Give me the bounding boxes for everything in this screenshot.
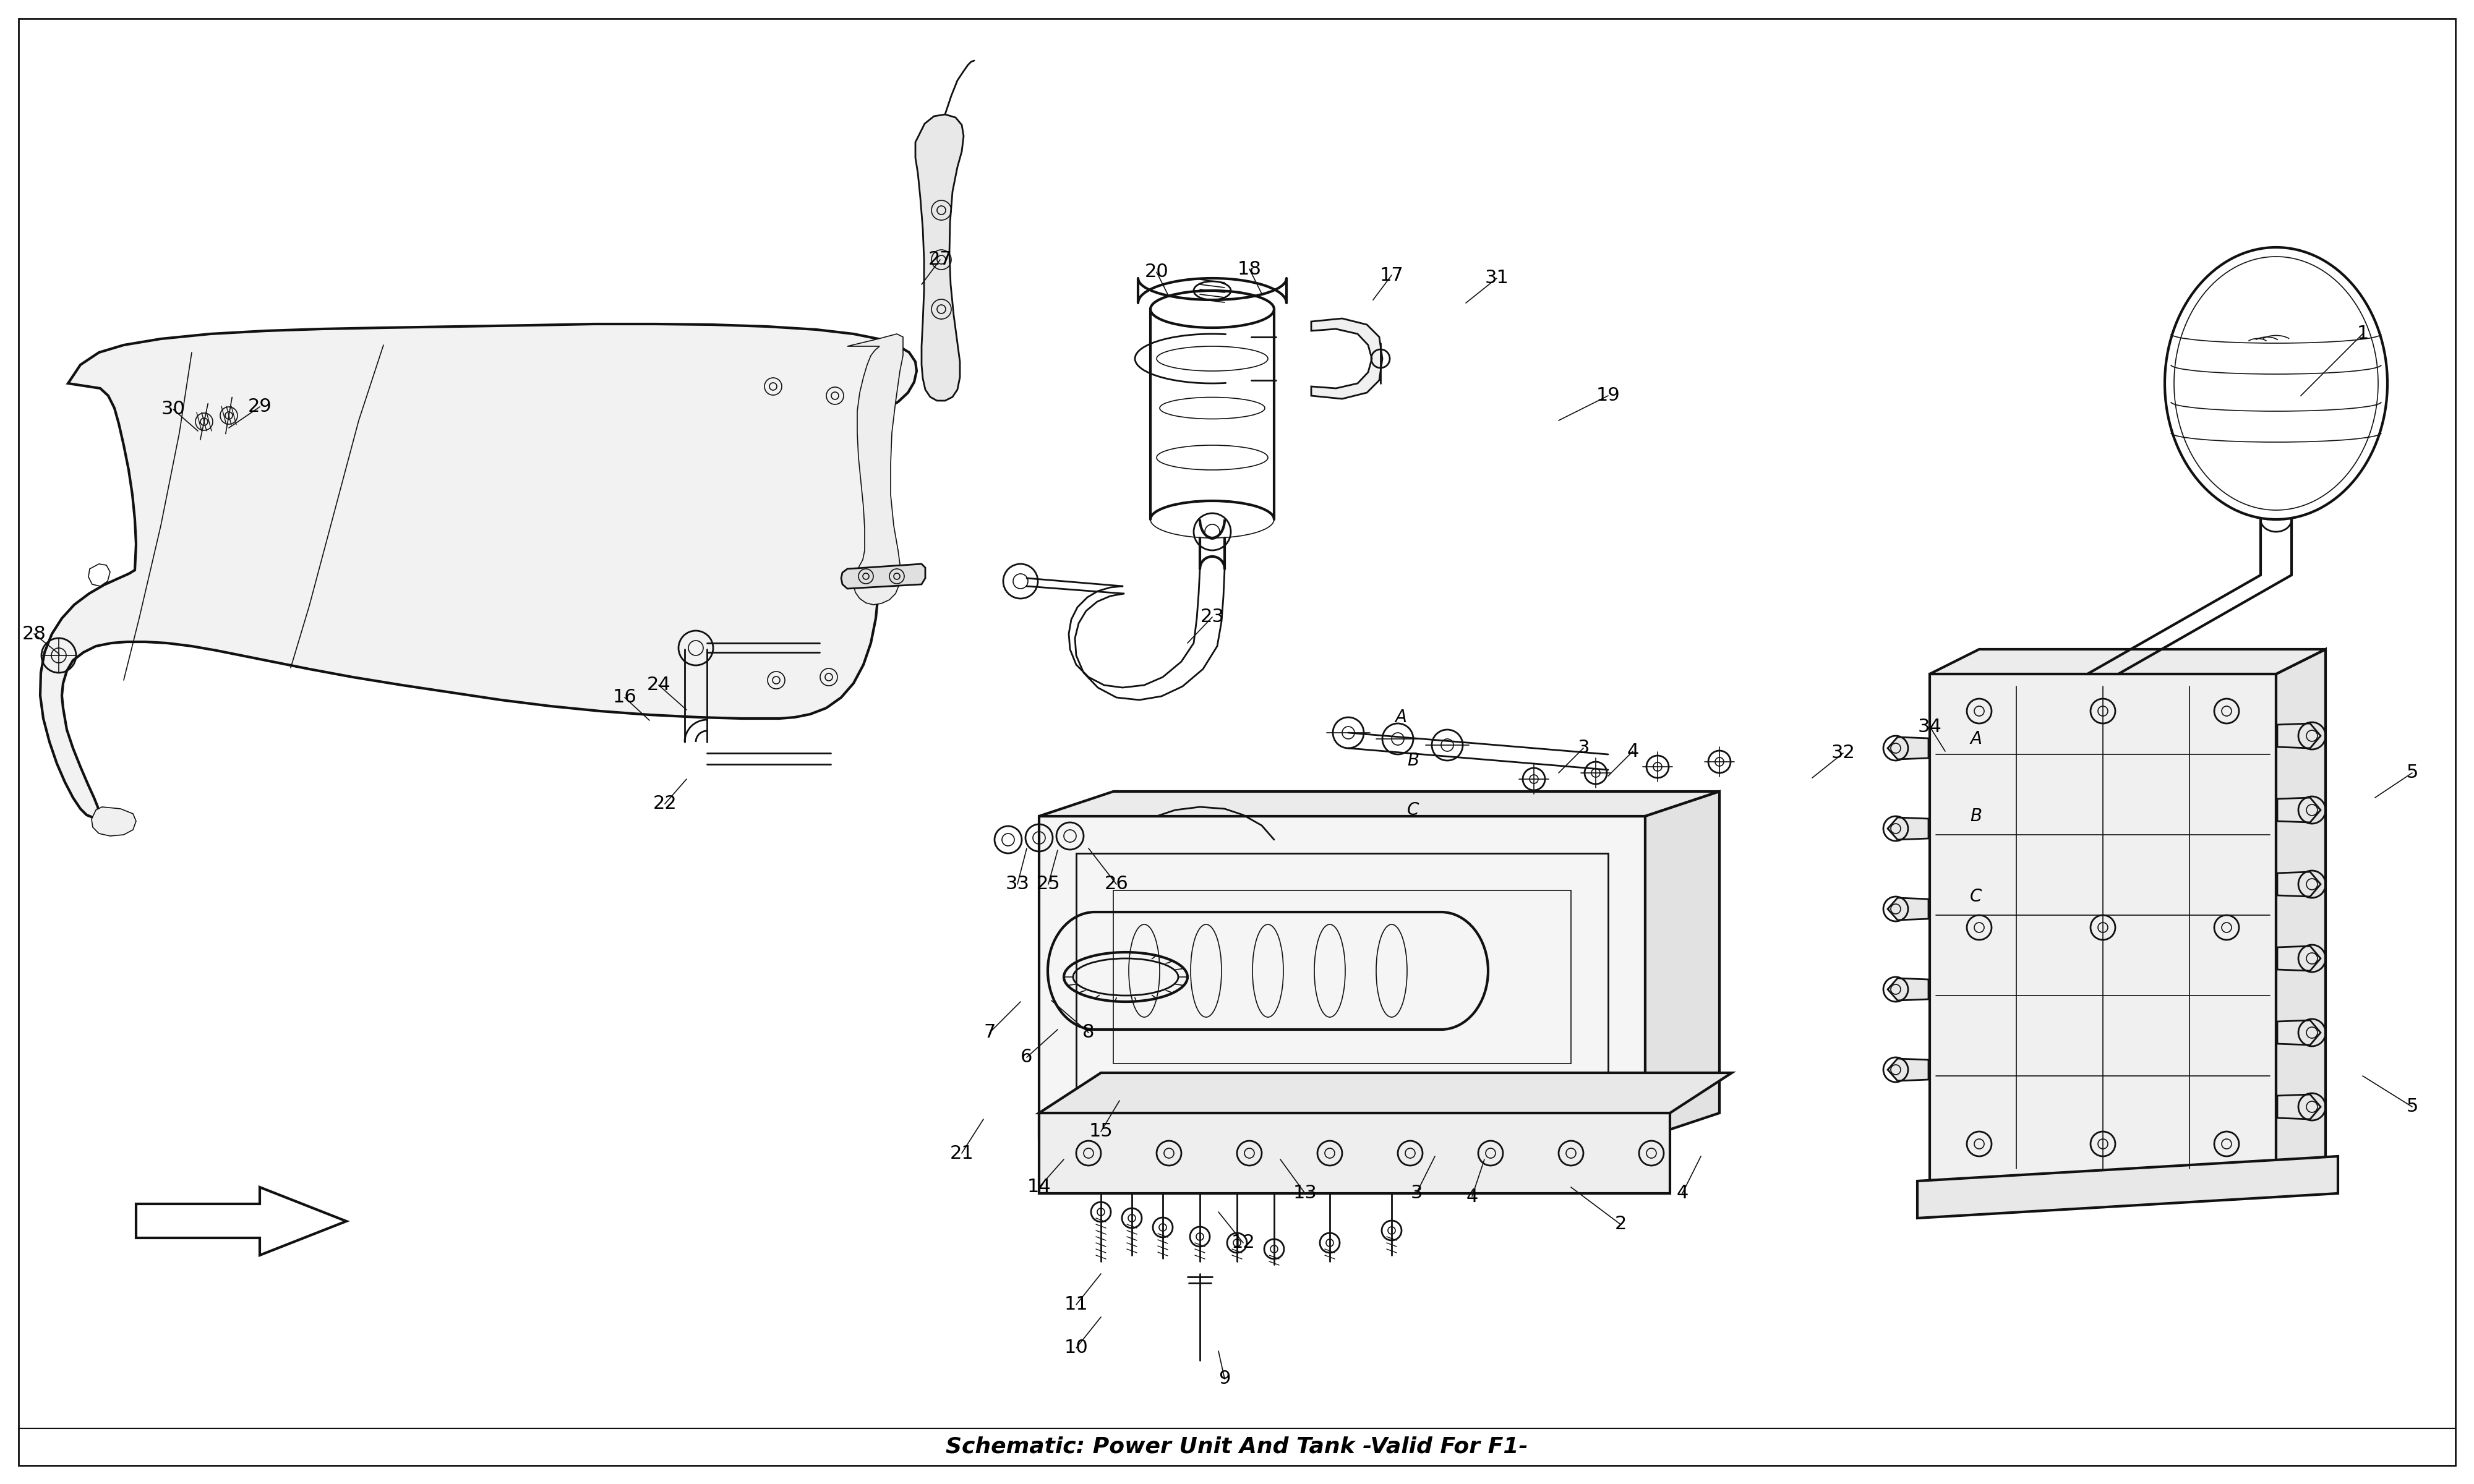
Text: 25: 25 [1037,876,1061,893]
Text: 31: 31 [1484,269,1509,288]
Polygon shape [89,564,109,586]
Text: 9: 9 [1220,1370,1230,1388]
Polygon shape [1930,650,2326,674]
Text: 20: 20 [1145,263,1168,280]
Text: C: C [1408,801,1420,819]
Polygon shape [915,114,965,401]
Polygon shape [1888,978,1930,1000]
Text: 19: 19 [1596,387,1620,405]
Polygon shape [846,334,903,605]
Text: 10: 10 [1064,1339,1089,1356]
Text: 6: 6 [1022,1048,1032,1067]
Polygon shape [1888,1058,1930,1080]
Text: 12: 12 [1232,1233,1254,1252]
Text: 3: 3 [1410,1184,1423,1202]
Polygon shape [2276,1021,2321,1045]
Text: 2: 2 [1616,1215,1625,1233]
Polygon shape [1888,898,1930,920]
Text: Schematic: Power Unit And Tank -Valid For F1-: Schematic: Power Unit And Tank -Valid Fo… [945,1437,1529,1457]
Text: 30: 30 [161,401,186,418]
Polygon shape [1917,1156,2338,1218]
Text: 29: 29 [247,398,272,416]
Polygon shape [2276,1095,2321,1119]
Text: 27: 27 [928,251,952,269]
Text: 22: 22 [653,795,678,813]
Text: 4: 4 [1677,1184,1687,1202]
Text: 11: 11 [1064,1296,1089,1313]
Text: 7: 7 [985,1024,995,1042]
Text: 24: 24 [646,677,670,695]
Text: 5: 5 [2407,1098,2417,1116]
Text: 32: 32 [1831,743,1856,763]
Polygon shape [40,324,915,818]
Text: B: B [1969,807,1982,825]
Polygon shape [2276,947,2321,971]
Text: 4: 4 [1467,1187,1477,1205]
Polygon shape [841,564,925,589]
Text: 28: 28 [22,625,47,643]
Polygon shape [1311,319,1383,399]
Text: 23: 23 [1200,608,1225,626]
Text: 33: 33 [1004,876,1029,893]
Polygon shape [2276,798,2321,822]
Text: B: B [1408,752,1420,769]
Polygon shape [1888,738,1930,760]
Text: 8: 8 [1084,1024,1094,1042]
Text: C: C [1969,887,1982,905]
Text: 16: 16 [614,689,636,706]
Text: 13: 13 [1294,1184,1316,1202]
Polygon shape [92,807,136,835]
Polygon shape [2276,723,2321,748]
Text: 1: 1 [2358,325,2368,343]
Polygon shape [136,1187,346,1255]
Polygon shape [2276,650,2326,1181]
Text: A: A [1395,708,1408,726]
Text: 5: 5 [2407,764,2417,782]
Polygon shape [1930,674,2276,1181]
Text: 18: 18 [1237,260,1262,278]
Polygon shape [1645,791,1719,1138]
Polygon shape [1888,818,1930,840]
Polygon shape [2276,871,2321,896]
Text: 34: 34 [1917,718,1942,736]
Text: 17: 17 [1380,266,1403,283]
Text: 21: 21 [950,1144,975,1162]
Text: 4: 4 [1628,742,1638,760]
Text: 26: 26 [1103,876,1128,893]
Polygon shape [1039,816,1645,1138]
Text: 14: 14 [1027,1178,1051,1196]
Text: 15: 15 [1089,1122,1113,1141]
Text: 3: 3 [1578,739,1588,757]
Polygon shape [1039,791,1719,816]
Polygon shape [1039,1073,1732,1113]
Text: A: A [1969,730,1982,748]
Polygon shape [1039,1113,1670,1193]
